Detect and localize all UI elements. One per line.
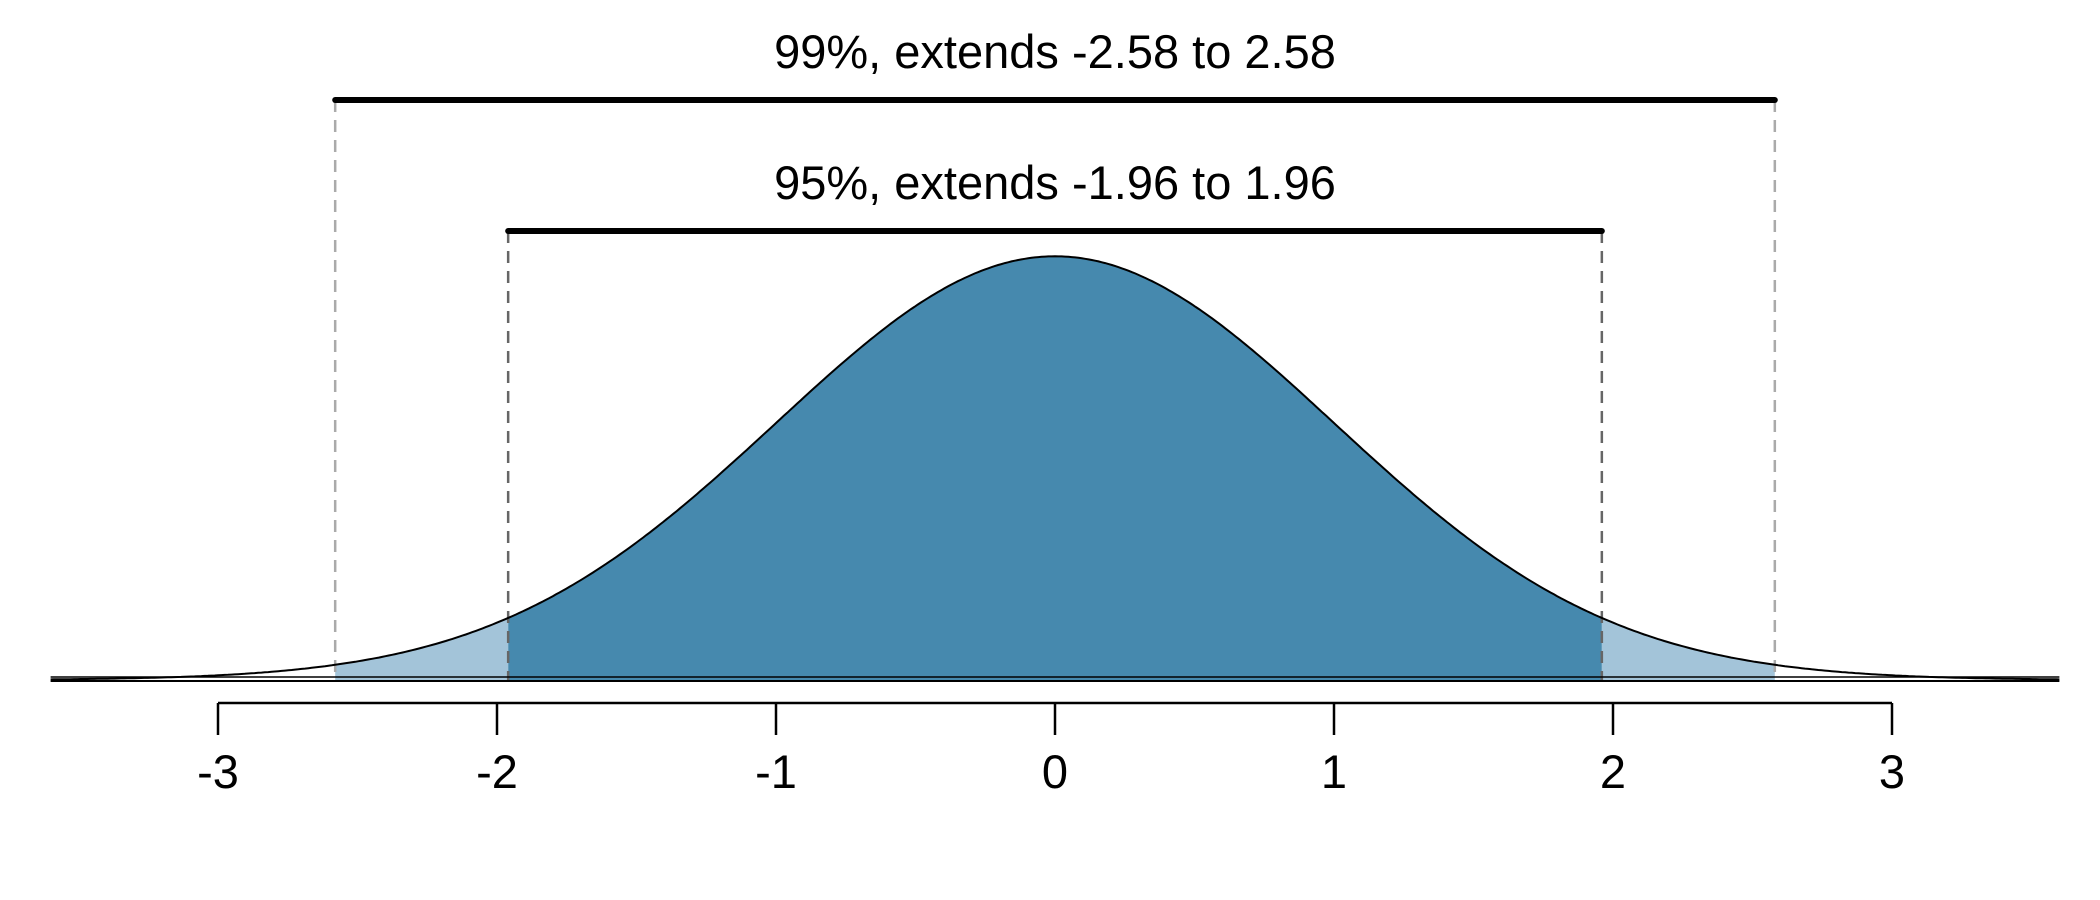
density-curve (50, 255, 2060, 681)
density-curve-group (50, 255, 2060, 682)
x-axis: -3 -2 -1 0 1 2 3 (197, 701, 1905, 798)
tail-shade-left (335, 617, 509, 680)
tick-label: -3 (197, 745, 239, 798)
tick-label: -2 (476, 745, 518, 798)
tick-label: 2 (1600, 745, 1626, 798)
shaded-areas (335, 256, 1775, 680)
tail-shade-right (1601, 617, 1775, 680)
interval-brackets: 99%, extends -2.58 to 2.58 95%, extends … (332, 25, 1778, 234)
tick-label: 0 (1042, 745, 1068, 798)
tick-label: 3 (1879, 745, 1905, 798)
dashed-guides (333, 100, 1777, 680)
interval-label-95: 95%, extends -1.96 to 1.96 (774, 156, 1336, 209)
tick-label: 1 (1321, 745, 1347, 798)
interval-label-99: 99%, extends -2.58 to 2.58 (774, 25, 1336, 78)
central-shade (508, 256, 1602, 680)
tick-label: -1 (755, 745, 797, 798)
